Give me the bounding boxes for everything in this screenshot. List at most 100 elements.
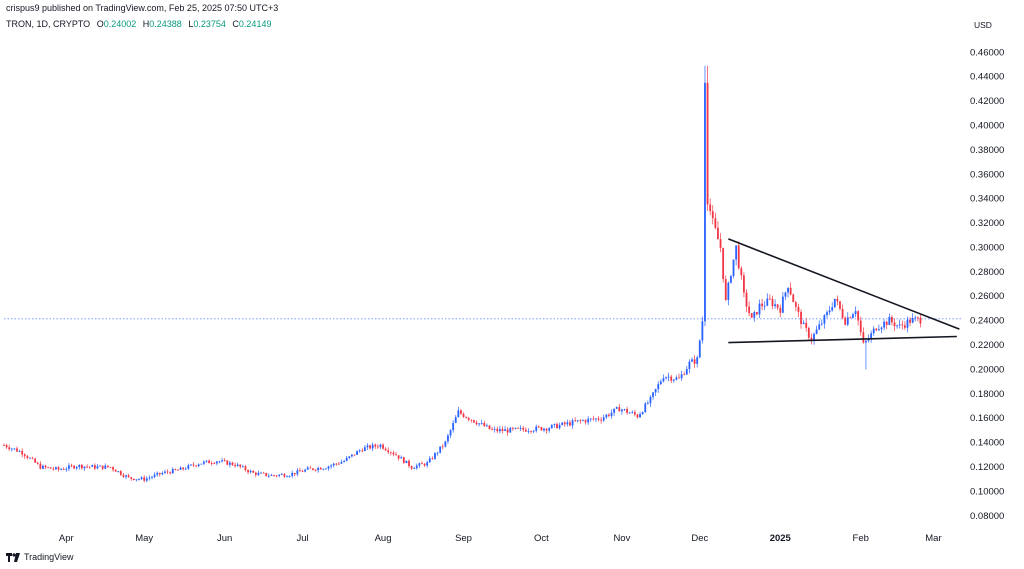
candle-body (190, 464, 192, 466)
candle-body (223, 460, 226, 462)
symbol-label[interactable]: TRON, 1D, CRYPTO (6, 19, 91, 29)
y-tick-label: 0.20000 (970, 364, 1004, 375)
candle-body (434, 453, 436, 459)
candle-body (498, 429, 501, 432)
candle-body (254, 472, 257, 475)
candle-body (644, 403, 647, 413)
candle-body (709, 204, 712, 212)
candle-body (807, 327, 810, 338)
candle-body (865, 340, 867, 343)
candle-body (553, 423, 556, 425)
candle-body (524, 429, 527, 432)
candle-body (278, 474, 281, 476)
candle-body (576, 420, 579, 422)
candle-body (161, 472, 164, 475)
candle-body (589, 418, 592, 420)
candle-body (675, 377, 678, 380)
candle-body (903, 325, 906, 328)
candle-body (649, 396, 652, 404)
candle-body (517, 427, 519, 429)
candle-body (914, 317, 917, 319)
candle-body (145, 478, 148, 481)
candle-body (761, 303, 764, 307)
trendline-support[interactable] (728, 335, 957, 344)
candle-body (571, 420, 574, 426)
candle-body (177, 469, 179, 471)
candle-body (706, 82, 709, 205)
candle-body (270, 475, 273, 476)
candle-body (916, 317, 919, 319)
candle-body (540, 427, 543, 431)
candle-body (309, 467, 312, 469)
candle-body (215, 461, 218, 464)
currency-label[interactable]: USD (974, 20, 992, 30)
candle-body (852, 314, 854, 318)
x-tick-label: Feb (853, 533, 869, 544)
candle-body (260, 472, 262, 474)
candle-body (467, 417, 470, 420)
candle-body (213, 463, 216, 465)
candle-body (846, 317, 849, 325)
tradingview-logo[interactable]: TradingView (6, 552, 74, 562)
candle-body (301, 471, 304, 473)
y-tick-label: 0.28000 (970, 267, 1004, 278)
candle-body (317, 467, 320, 471)
candle-body (135, 479, 138, 481)
x-tick-label: Aug (375, 533, 392, 544)
candle-body (906, 319, 909, 328)
candle-body (441, 446, 444, 448)
candle-body (122, 474, 125, 477)
candle-body (13, 448, 16, 450)
trendlines (728, 238, 960, 344)
candle-body (883, 321, 886, 328)
candle-body (768, 298, 771, 300)
candle-body (148, 477, 151, 479)
candle-body (439, 446, 442, 453)
candle-body (291, 472, 294, 476)
candle-body (234, 465, 236, 467)
candle-body (460, 410, 462, 414)
candle-body (358, 450, 361, 452)
candle-body (688, 361, 691, 370)
candle-body (698, 340, 701, 358)
y-tick-label: 0.26000 (970, 291, 1004, 302)
candle-body (171, 469, 174, 474)
candle-body (610, 412, 613, 416)
candle-body (740, 268, 743, 276)
tradingview-logo-icon (6, 552, 20, 562)
candle-body (833, 298, 836, 308)
candle-body (106, 465, 109, 468)
candle-body (236, 464, 239, 467)
candle-body (766, 298, 769, 306)
candle-body (485, 425, 488, 427)
candle-body (667, 376, 670, 378)
candle-body (192, 464, 195, 466)
candle-body (228, 462, 231, 465)
candle-body (91, 465, 94, 467)
x-tick-label: Sep (455, 533, 472, 544)
trendline-resistance[interactable] (728, 238, 960, 330)
candle-body (179, 467, 182, 470)
candle-body (283, 474, 286, 477)
candle-body (722, 247, 725, 280)
candle-body (841, 308, 844, 318)
candle-body (226, 460, 229, 465)
candle-body (888, 316, 891, 325)
candle-body (314, 469, 317, 471)
candle-body (18, 451, 21, 452)
candle-body (530, 431, 532, 432)
y-tick-label: 0.22000 (970, 340, 1004, 351)
y-tick-label: 0.40000 (970, 120, 1004, 131)
candle-body (859, 320, 862, 333)
candle-body (75, 467, 78, 469)
candle-body (623, 409, 626, 410)
candle-body (400, 457, 403, 459)
candle-body (535, 426, 538, 431)
y-tick-label: 0.38000 (970, 145, 1004, 156)
candle-body (732, 259, 735, 277)
candle-body (164, 471, 166, 473)
candle-body (763, 305, 766, 307)
candle-body (836, 298, 839, 302)
candle-body (187, 465, 190, 469)
